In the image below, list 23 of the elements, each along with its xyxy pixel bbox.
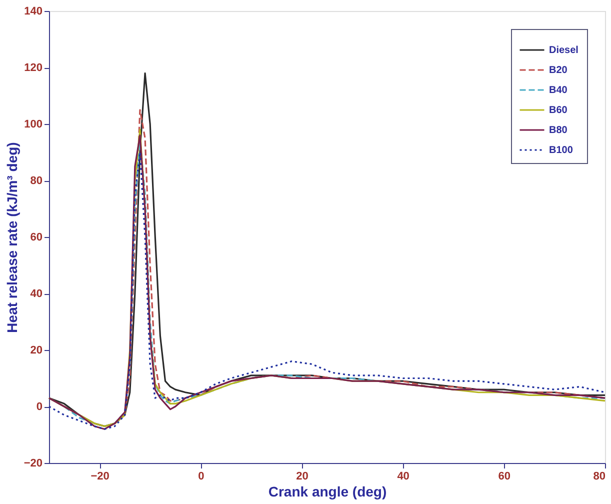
legend-label: Diesel	[549, 45, 579, 56]
y-tick-label: 40	[30, 288, 42, 300]
x-axis-title: Crank angle (deg)	[268, 484, 387, 500]
y-tick-label: 60	[30, 232, 42, 244]
y-tick-label: −20	[24, 458, 42, 470]
x-tick-label: 40	[397, 470, 410, 482]
legend-label: B40	[549, 85, 568, 96]
legend-label: B100	[549, 145, 574, 156]
x-tick-label: −20	[90, 470, 110, 482]
y-tick-label: 120	[24, 62, 42, 74]
x-tick-label: 20	[296, 470, 308, 482]
legend-label: B20	[549, 65, 568, 76]
x-tick-label: 80	[593, 470, 606, 482]
x-tick-label: 0	[198, 470, 204, 482]
y-tick-label: 140	[24, 6, 42, 18]
legend-label: B60	[549, 105, 568, 116]
y-tick-label: 0	[36, 401, 42, 413]
x-tick-label: 60	[498, 470, 511, 482]
y-tick-label: 80	[30, 175, 42, 187]
y-tick-label: 100	[24, 118, 42, 130]
legend-label: B80	[549, 125, 568, 136]
y-axis-title: Heat release rate (kJ/m³ deg)	[4, 142, 20, 333]
y-tick-label: 20	[30, 344, 42, 356]
